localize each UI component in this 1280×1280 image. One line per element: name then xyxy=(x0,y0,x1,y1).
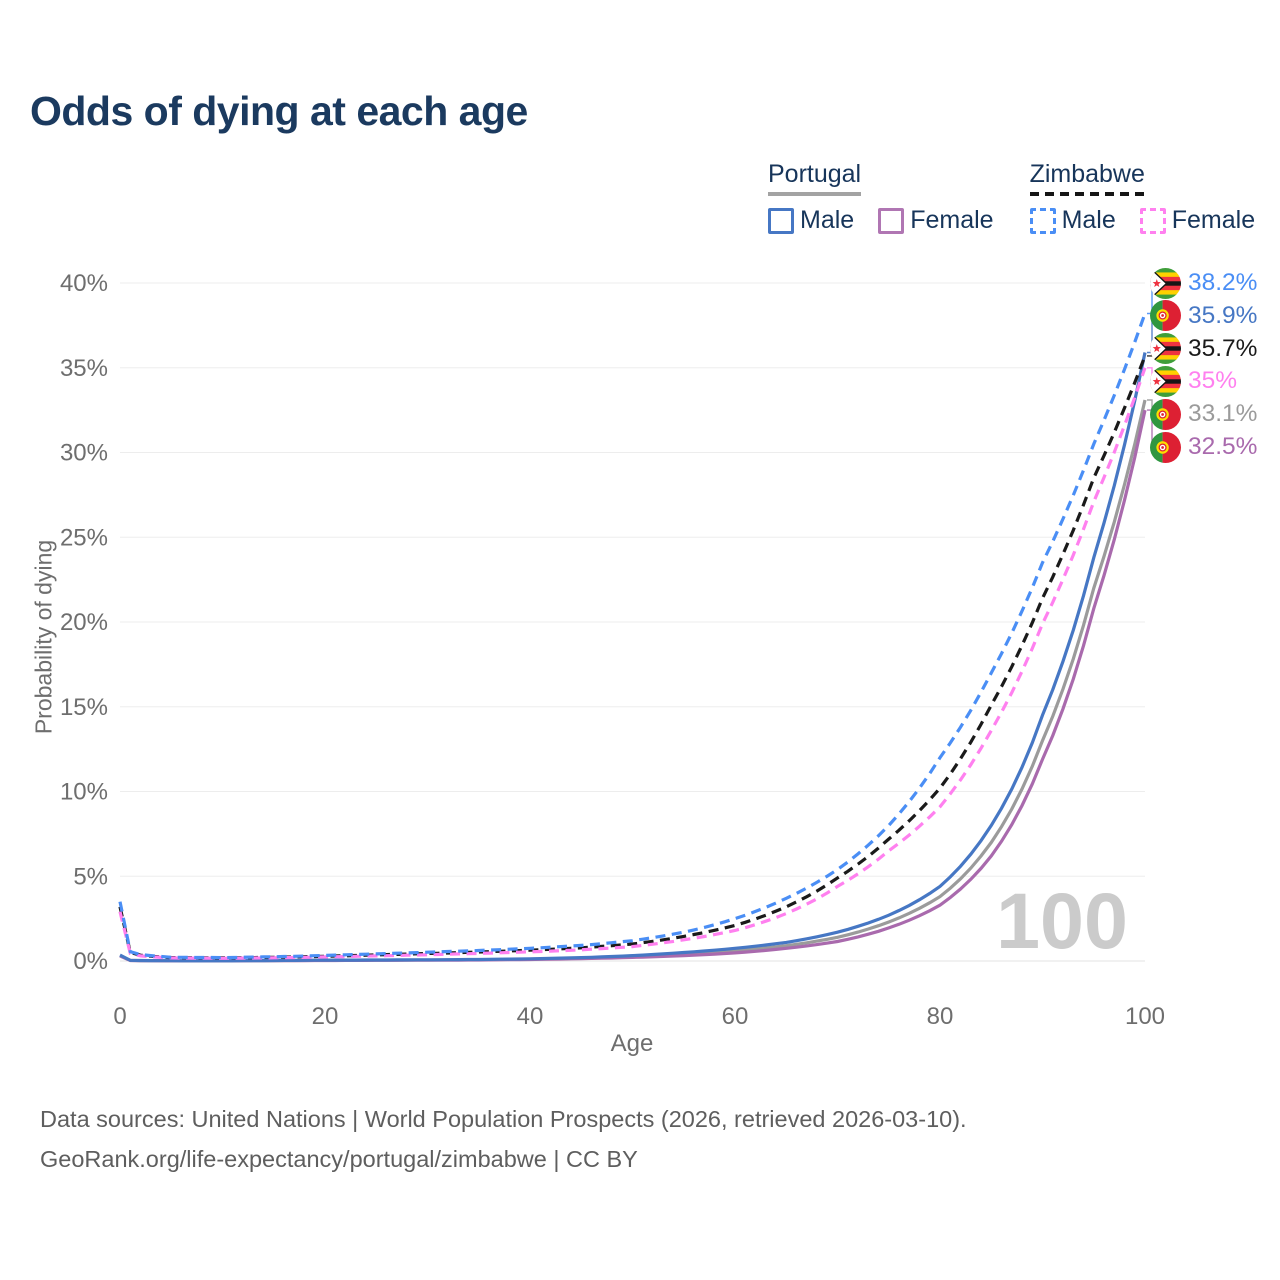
end-label-zimbabwe-male: 38.2% xyxy=(1150,267,1257,299)
curve-zimbabwe-female[interactable] xyxy=(118,367,1147,960)
end-label-zimbabwe-female: 35% xyxy=(1150,365,1237,397)
portugal-flag-icon xyxy=(1150,398,1181,430)
zimbabwe-flag-icon xyxy=(1150,267,1181,299)
end-value-portugal-average: 33.1% xyxy=(1188,400,1258,428)
end-value-zimbabwe-male: 38.2% xyxy=(1188,269,1258,296)
legend-portugal-items: Male Female xyxy=(768,206,994,235)
legend-zimbabwe-items: Male Female xyxy=(1029,206,1256,235)
end-label-portugal-male: 35.9% xyxy=(1150,300,1257,332)
data-sources-text: Data sources: United Nations | World Pop… xyxy=(40,1106,967,1132)
legend-group-zimbabwe: Zimbabwe Male Female xyxy=(1029,160,1256,235)
end-label-portugal-average: 33.1% xyxy=(1150,398,1257,430)
x-tick-label: 60 xyxy=(722,1003,749,1030)
curve-zimbabwe-average[interactable] xyxy=(118,355,1147,960)
zimbabwe-flag-icon xyxy=(1150,333,1181,365)
y-tick-label: 0% xyxy=(73,948,108,975)
legend-item-label: Female xyxy=(910,206,994,234)
attribution-text: GeoRank.org/life-expectancy/portugal/zim… xyxy=(40,1146,638,1172)
legend-zimbabwe-head[interactable]: Zimbabwe xyxy=(1029,160,1145,196)
end-value-zimbabwe-average: 35.7% xyxy=(1188,334,1258,362)
zimbabwe-male-swatch xyxy=(1029,207,1056,234)
curve-portugal-female[interactable] xyxy=(119,409,1147,963)
legend-item-zimbabwe-female[interactable]: Female xyxy=(1139,206,1256,235)
y-tick-label: 5% xyxy=(73,863,108,890)
y-tick-label: 20% xyxy=(60,609,108,636)
end-value-portugal-female: 32.5% xyxy=(1188,433,1258,460)
page-title: Odds of dying at each age xyxy=(30,88,528,134)
x-tick-label: 20 xyxy=(312,1003,339,1030)
legend-zimbabwe-label: Zimbabwe xyxy=(1029,160,1145,188)
hover-age-watermark: 100 xyxy=(996,876,1128,965)
legend-item-portugal-female[interactable]: Female xyxy=(878,206,994,235)
portugal-female-swatch xyxy=(878,207,905,234)
portugal-flag-icon xyxy=(1150,300,1181,332)
y-tick-label: 25% xyxy=(60,524,108,551)
legend-item-label: Male xyxy=(800,206,855,234)
x-tick-label: 0 xyxy=(113,1003,126,1030)
x-axis-title: Age xyxy=(610,1030,654,1057)
x-tick-label: 80 xyxy=(927,1003,954,1030)
y-tick-label: 10% xyxy=(60,779,108,806)
end-value-portugal-male: 35.9% xyxy=(1188,301,1258,329)
y-tick-label: 35% xyxy=(60,355,108,382)
y-tick-label: 40% xyxy=(60,270,108,297)
legend-portugal-head[interactable]: Portugal xyxy=(768,160,862,196)
zimbabwe-female-swatch xyxy=(1139,207,1166,234)
legend-item-label: Female xyxy=(1171,206,1256,234)
end-label-zimbabwe-average: 35.7% xyxy=(1150,333,1257,365)
y-tick-label: 30% xyxy=(60,440,108,467)
legend-item-label: Male xyxy=(1061,206,1116,234)
zimbabwe-flag-icon xyxy=(1150,365,1181,397)
y-tick-label: 15% xyxy=(60,694,108,721)
zimbabwe-underline-swatch xyxy=(1029,192,1145,196)
x-tick-label: 40 xyxy=(517,1003,544,1030)
curve-portugal-male[interactable] xyxy=(119,352,1147,963)
legend: Portugal Male Female Zimbabwe xyxy=(768,160,1255,235)
end-label-portugal-female: 32.5% xyxy=(1150,431,1257,463)
portugal-underline-swatch xyxy=(768,192,862,196)
end-value-zimbabwe-female: 35% xyxy=(1188,367,1238,395)
x-tick-label: 100 xyxy=(1125,1003,1165,1030)
legend-portugal-label: Portugal xyxy=(768,160,862,188)
legend-group-portugal: Portugal Male Female xyxy=(768,160,994,235)
legend-item-portugal-male[interactable]: Male xyxy=(768,206,854,235)
portugal-flag-icon xyxy=(1150,431,1181,463)
curve-zimbabwe-male[interactable] xyxy=(118,312,1147,960)
portugal-male-swatch xyxy=(768,207,794,234)
legend-item-zimbabwe-male[interactable]: Male xyxy=(1029,206,1116,235)
